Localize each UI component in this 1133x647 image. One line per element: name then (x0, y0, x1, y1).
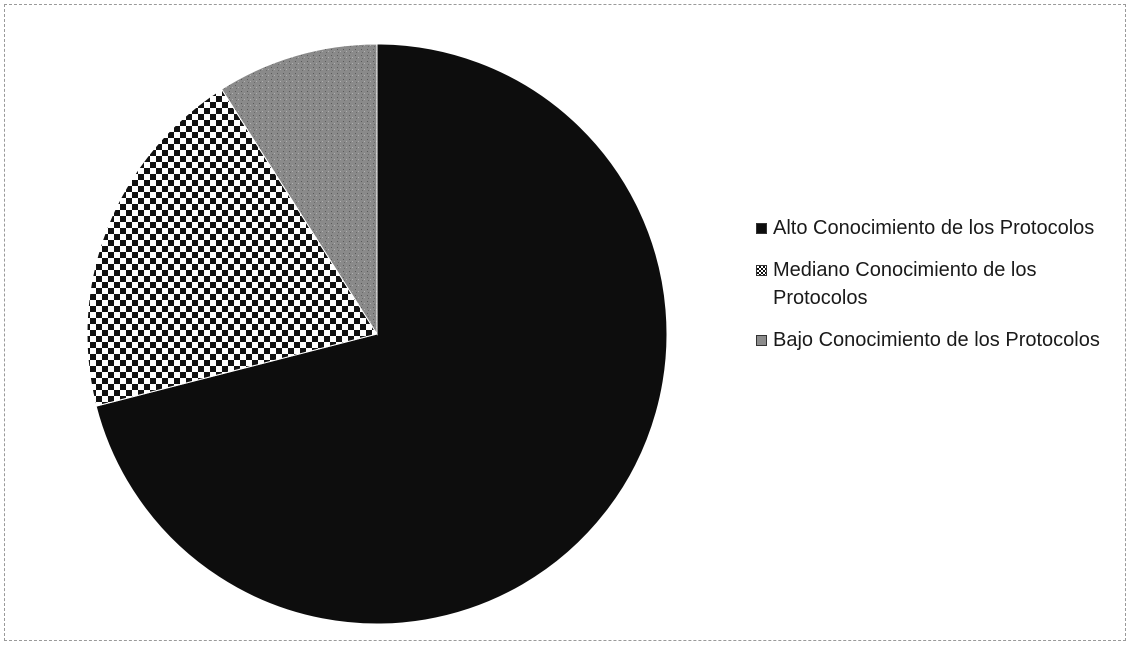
gray-square-icon (756, 335, 767, 346)
legend-item-bajo: Bajo Conocimiento de los Protocolos (756, 326, 1116, 354)
legend-item-alto: Alto Conocimiento de los Protocolos (756, 214, 1116, 242)
legend-label-alto: Alto Conocimiento de los Protocolos (773, 217, 1095, 239)
legend-label-bajo: Bajo Conocimiento de los Protocolos (773, 329, 1100, 351)
slice-alto (95, 43, 668, 625)
pie-slices (86, 43, 668, 625)
black-square-icon (756, 223, 767, 234)
legend: Alto Conocimiento de los Protocolos Medi… (756, 214, 1116, 368)
checkered-square-icon (756, 265, 767, 276)
slice-mediano (86, 88, 378, 407)
legend-item-mediano: Mediano Conocimiento de los Protocolos (756, 256, 1116, 312)
legend-label-mediano: Mediano Conocimiento de los Protocolos (773, 259, 1037, 309)
slice-bajo (220, 43, 378, 336)
